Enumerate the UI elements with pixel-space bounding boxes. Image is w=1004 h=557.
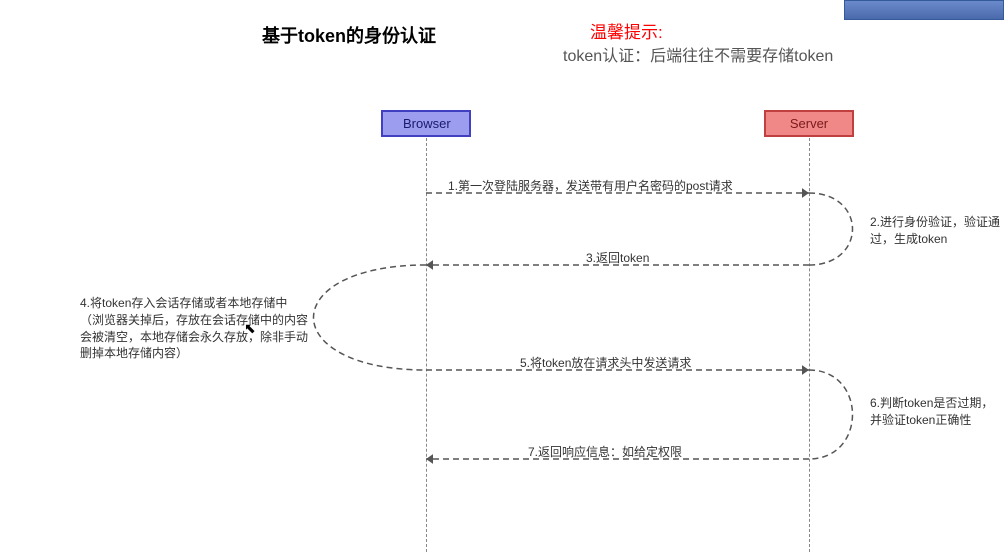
page-title: 基于token的身份认证 [262,22,436,48]
message-label-5: 5.将token放在请求头中发送请求 [520,354,691,371]
actor-server-label: Server [790,116,828,131]
sequence-svg [0,0,1004,557]
window-fragment [844,0,1004,20]
message-label-7: 7.返回响应信息：如给定权限 [528,443,682,460]
self-note-4: 4.将token存入会话存储或者本地存储中（浏览器关掉后，存放在会话存储中的内容… [80,295,310,362]
tip-label: 温馨提示: [590,18,663,43]
actor-server: Server [764,110,854,137]
self-note-6: 6.判断token是否过期，并验证token正确性 [870,395,1000,429]
actor-browser: Browser [381,110,471,137]
actor-browser-label: Browser [403,116,451,131]
message-label-3: 3.返回token [586,249,649,266]
lifeline-server [809,138,810,552]
self-note-2: 2.进行身份验证，验证通过，生成token [870,214,1000,248]
tip-text: token认证：后端往往不需要存储token [563,42,833,66]
lifeline-browser [426,138,427,552]
message-label-1: 1.第一次登陆服务器，发送带有用户名密码的post请求 [448,177,733,194]
